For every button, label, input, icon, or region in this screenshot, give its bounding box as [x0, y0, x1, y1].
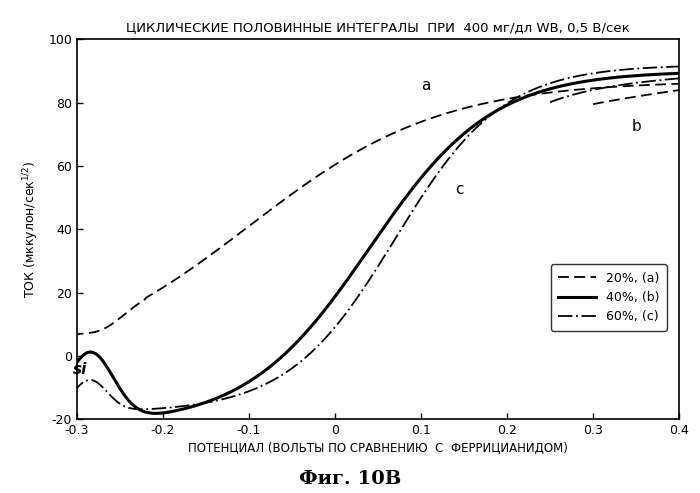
- Legend: 20%, (a), 40%, (b), 60%, (c): 20%, (a), 40%, (b), 60%, (c): [551, 264, 666, 331]
- Text: a: a: [421, 78, 430, 93]
- Title: ЦИКЛИЧЕСКИЕ ПОЛОВИННЫЕ ИНТЕГРАЛЫ  ПРИ  400 мг/дл WB, 0,5 В/сек: ЦИКЛИЧЕСКИЕ ПОЛОВИННЫЕ ИНТЕГРАЛЫ ПРИ 400…: [126, 21, 630, 34]
- Y-axis label: ТОК (мккулон/сек$^{1/2}$): ТОК (мккулон/сек$^{1/2}$): [22, 161, 41, 298]
- Text: c: c: [456, 182, 464, 198]
- Text: Фиг. 10В: Фиг. 10В: [299, 470, 401, 488]
- Text: b: b: [631, 119, 641, 134]
- X-axis label: ПОТЕНЦИАЛ (ВОЛЬТЫ ПО СРАВНЕНИЮ  С  ФЕРРИЦИАНИДОМ): ПОТЕНЦИАЛ (ВОЛЬТЫ ПО СРАВНЕНИЮ С ФЕРРИЦИ…: [188, 442, 568, 456]
- Text: si: si: [73, 362, 87, 377]
